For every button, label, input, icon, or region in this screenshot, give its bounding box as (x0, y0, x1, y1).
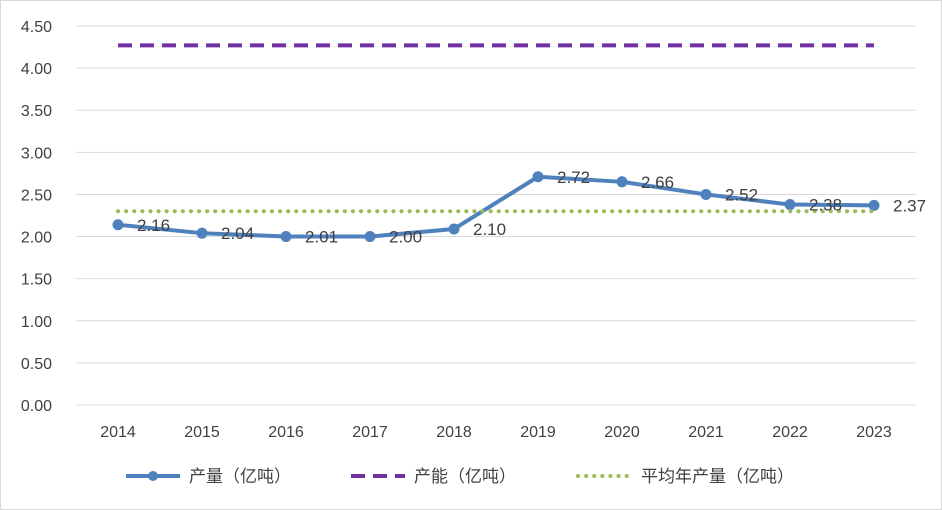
data-label: 2.04 (221, 224, 254, 243)
legend: 产量（亿吨） 产能（亿吨） 平均年产量（亿吨） (126, 467, 794, 487)
x-tick-label: 2019 (520, 424, 556, 441)
y-tick-label: 3.50 (21, 103, 52, 120)
data-label: 2.37 (893, 196, 926, 215)
data-point (868, 199, 880, 211)
data-point (112, 219, 124, 231)
legend-label: 产能（亿吨） (414, 467, 516, 487)
x-tick-label: 2022 (772, 424, 808, 441)
data-label: 2.16 (137, 216, 170, 235)
x-tick-label: 2020 (604, 424, 640, 441)
x-tick-label: 2021 (688, 424, 724, 441)
legend-label: 产量（亿吨） (189, 467, 291, 487)
y-tick-label: 2.00 (21, 230, 52, 247)
data-point (784, 199, 796, 211)
y-tick-label: 1.50 (21, 272, 52, 289)
series-line-0 (116, 174, 876, 239)
data-label: 2.00 (389, 228, 422, 247)
y-tick-label: 2.50 (21, 187, 52, 204)
legend-marker (148, 471, 158, 481)
x-tick-label: 2015 (184, 424, 220, 441)
y-tick-label: 4.50 (21, 19, 52, 36)
data-labels: 2.16 2.04 2.01 2.00 2.10 2.72 2.66 2.52 2.38 2.37 (137, 168, 926, 247)
legend-label: 平均年产量（亿吨） (641, 467, 794, 487)
data-point (532, 171, 544, 183)
data-point (196, 227, 208, 239)
data-point (448, 223, 460, 235)
series-group (112, 43, 880, 243)
x-tick-label: 2016 (268, 424, 304, 441)
data-label: 2.01 (305, 228, 338, 247)
x-axis-ticks: 2014 2015 2016 2017 2018 2019 2020 2021 2022 2023 (100, 424, 892, 441)
data-point (364, 231, 376, 243)
gridlines (76, 25, 916, 406)
x-tick-label: 2017 (352, 424, 388, 441)
data-label: 2.72 (557, 168, 590, 187)
data-label: 2.10 (473, 220, 506, 239)
data-label: 2.52 (725, 185, 758, 204)
data-point (616, 176, 628, 188)
data-point (280, 231, 292, 243)
x-tick-label: 2014 (100, 424, 136, 441)
data-label: 2.66 (641, 173, 674, 192)
y-tick-label: 0.50 (21, 356, 52, 373)
y-tick-label: 3.00 (21, 145, 52, 162)
x-tick-label: 2018 (436, 424, 472, 441)
x-tick-label: 2023 (856, 424, 892, 441)
data-label: 2.38 (809, 196, 842, 215)
data-point (700, 188, 712, 200)
y-tick-label: 0.00 (21, 398, 52, 415)
y-axis-ticks: 0.00 0.50 1.00 1.50 2.00 2.50 3.00 3.50 4.00 4.50 (21, 19, 52, 415)
y-tick-label: 1.00 (21, 314, 52, 331)
y-tick-label: 4.00 (21, 61, 52, 78)
